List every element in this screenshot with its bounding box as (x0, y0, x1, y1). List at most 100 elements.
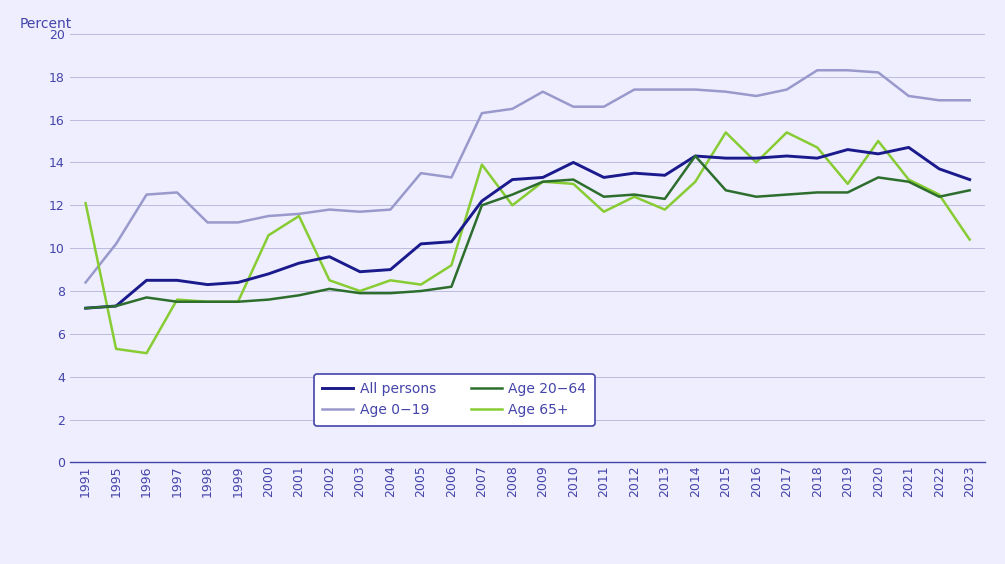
Age 65+ (872, 138, 884, 144)
Age 65+ (354, 288, 366, 294)
All persons (293, 260, 306, 267)
Age 65+ (933, 191, 945, 198)
Age 0−19 (141, 191, 153, 198)
All persons (598, 174, 610, 181)
Age 20−64 (598, 193, 610, 200)
Age 0−19 (933, 97, 945, 104)
Age 0−19 (476, 110, 488, 117)
All persons (384, 266, 396, 273)
Age 20−64 (659, 196, 671, 202)
All persons (324, 253, 336, 260)
Age 65+ (141, 350, 153, 356)
Age 65+ (567, 180, 579, 187)
Age 65+ (720, 129, 732, 136)
Age 0−19 (445, 174, 457, 181)
Age 20−64 (232, 298, 244, 305)
All persons (750, 155, 762, 161)
Age 0−19 (262, 213, 274, 219)
Age 0−19 (964, 97, 976, 104)
Age 0−19 (507, 105, 519, 112)
Age 0−19 (171, 189, 183, 196)
All persons (902, 144, 915, 151)
Age 20−64 (201, 298, 214, 305)
All persons (262, 271, 274, 277)
Age 65+ (232, 298, 244, 305)
Age 0−19 (902, 92, 915, 99)
Age 20−64 (902, 178, 915, 185)
Age 0−19 (232, 219, 244, 226)
Text: Percent: Percent (20, 17, 72, 30)
All persons (201, 281, 214, 288)
Age 0−19 (689, 86, 701, 93)
All persons (79, 305, 91, 311)
Age 20−64 (537, 178, 549, 185)
All persons (628, 170, 640, 177)
Age 20−64 (720, 187, 732, 193)
All persons (964, 176, 976, 183)
Age 20−64 (262, 296, 274, 303)
All persons (232, 279, 244, 286)
Age 0−19 (354, 208, 366, 215)
Age 65+ (811, 144, 823, 151)
Age 0−19 (659, 86, 671, 93)
Age 20−64 (781, 191, 793, 198)
Age 65+ (842, 180, 854, 187)
Age 65+ (262, 232, 274, 239)
Age 20−64 (79, 305, 91, 311)
Age 65+ (293, 213, 306, 219)
Line: Age 65+: Age 65+ (85, 133, 970, 353)
Age 20−64 (141, 294, 153, 301)
Age 0−19 (79, 279, 91, 286)
Age 20−64 (750, 193, 762, 200)
Age 0−19 (720, 89, 732, 95)
All persons (476, 197, 488, 204)
Age 20−64 (811, 189, 823, 196)
Age 20−64 (964, 187, 976, 193)
All persons (689, 153, 701, 160)
Legend: All persons, Age 0−19, Age 20−64, Age 65+: All persons, Age 0−19, Age 20−64, Age 65… (315, 374, 595, 425)
Age 20−64 (567, 176, 579, 183)
Age 20−64 (628, 191, 640, 198)
All persons (659, 172, 671, 179)
Age 0−19 (781, 86, 793, 93)
Age 0−19 (598, 103, 610, 110)
Age 0−19 (415, 170, 427, 177)
Age 20−64 (324, 285, 336, 292)
Age 0−19 (750, 92, 762, 99)
All persons (507, 176, 519, 183)
Age 20−64 (384, 290, 396, 297)
Age 65+ (111, 346, 123, 352)
Age 20−64 (171, 298, 183, 305)
All persons (171, 277, 183, 284)
All persons (445, 239, 457, 245)
Age 65+ (781, 129, 793, 136)
All persons (537, 174, 549, 181)
Age 20−64 (842, 189, 854, 196)
Age 65+ (659, 206, 671, 213)
Age 20−64 (507, 191, 519, 198)
Age 65+ (750, 159, 762, 166)
Age 65+ (384, 277, 396, 284)
All persons (811, 155, 823, 161)
Age 65+ (476, 161, 488, 168)
Age 20−64 (689, 153, 701, 160)
All persons (354, 268, 366, 275)
Age 20−64 (111, 303, 123, 310)
Line: Age 0−19: Age 0−19 (85, 70, 970, 283)
All persons (567, 159, 579, 166)
Age 20−64 (415, 288, 427, 294)
All persons (781, 153, 793, 160)
Age 0−19 (628, 86, 640, 93)
Age 0−19 (537, 89, 549, 95)
Age 0−19 (111, 240, 123, 247)
Age 65+ (201, 298, 214, 305)
All persons (933, 165, 945, 172)
All persons (141, 277, 153, 284)
Age 65+ (537, 178, 549, 185)
All persons (720, 155, 732, 161)
Age 20−64 (933, 193, 945, 200)
All persons (842, 146, 854, 153)
Age 0−19 (567, 103, 579, 110)
Age 65+ (507, 202, 519, 209)
Age 0−19 (201, 219, 214, 226)
